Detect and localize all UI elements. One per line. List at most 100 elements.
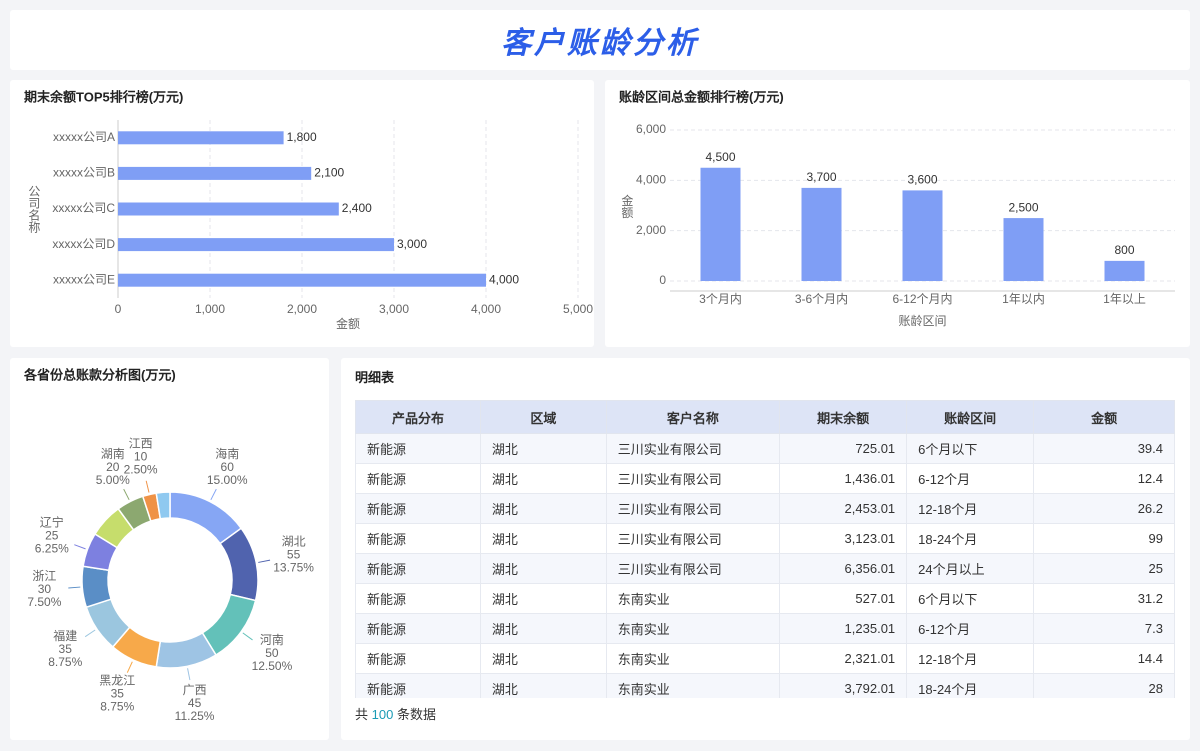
slice-percent: 12.50%: [252, 659, 293, 673]
slice-percent: 15.00%: [207, 473, 248, 487]
table-cell: 三川实业有限公司: [605, 523, 781, 554]
x-tick-label: 0: [115, 302, 122, 316]
table-cell: 18-24个月: [906, 523, 1035, 554]
table-row: 新能源 湖北 东南实业 1,235.01 6-12个月 7.3: [355, 613, 1175, 644]
leader-line: [242, 632, 253, 641]
x-axis-label: 金额: [336, 316, 360, 331]
value-label: 4,000: [489, 272, 519, 286]
table-cell: 湖北: [479, 433, 607, 464]
footer: 共 100 条数据: [355, 704, 436, 723]
slice-label: 海南: [215, 446, 239, 461]
table-cell: 39.4: [1033, 433, 1175, 464]
slice-value: 30: [38, 582, 52, 596]
slice-label: 河南: [260, 632, 284, 647]
table-row: 新能源 湖北 东南实业 3,792.01 18-24个月 28: [355, 673, 1175, 698]
table-cell: 12.4: [1033, 463, 1175, 494]
leader-line: [258, 559, 271, 563]
x-tick-label: 3-6个月内: [795, 292, 848, 306]
value-label: 2,500: [1008, 200, 1038, 214]
slice-percent: 11.25%: [175, 709, 215, 723]
table-cell: 三川实业有限公司: [605, 553, 781, 584]
slice-label: 湖南: [101, 446, 125, 461]
table-cell: 1,235.01: [779, 613, 908, 644]
table-cell: 湖北: [479, 493, 607, 524]
slice-value: 45: [188, 696, 202, 710]
table-cell: 725.01: [779, 433, 908, 464]
y-axis-label: 金额: [620, 193, 634, 219]
chart: 期末余额TOP5排行榜(万元) 0 1,000 2,000 3,000 4,000 5,00…: [24, 89, 593, 331]
footer-count: 100: [371, 707, 394, 722]
table-cell: 东南实业: [605, 613, 781, 644]
slice-label: 福建: [53, 628, 77, 643]
chart-title: 账龄区间总金额排行榜(万元): [619, 89, 784, 104]
chart-title: 各省份总账款分析图(万元): [23, 367, 176, 382]
leader-line: [126, 661, 133, 673]
y-tick-label: 0: [659, 273, 666, 287]
leader-line: [68, 586, 81, 589]
column-header: 客户名称: [605, 400, 781, 434]
bar: [700, 167, 741, 281]
column-header: 账龄区间: [906, 400, 1035, 434]
table-cell: 湖北: [479, 643, 607, 674]
slice-value: 35: [111, 687, 125, 701]
table-cell: 新能源: [355, 673, 481, 698]
slice-percent: 5.00%: [96, 473, 130, 487]
y-tick-label: xxxxx公司E: [53, 272, 115, 286]
table-row: 新能源 湖北 东南实业 527.01 6个月以下 31.2: [355, 583, 1175, 614]
panel: 期末余额TOP5排行榜(万元) 0 1,000 2,000 3,000 4,000 5,00…: [10, 80, 594, 347]
value-label: 3,000: [397, 237, 427, 251]
table-cell: 新能源: [355, 523, 481, 554]
slice-percent: 6.25%: [35, 542, 69, 556]
table-cell: 湖北: [479, 523, 607, 554]
slice-value: 50: [265, 646, 279, 660]
table-cell: 新能源: [355, 583, 481, 614]
table-cell: 31.2: [1033, 583, 1175, 614]
table-cell: 新能源: [355, 463, 481, 494]
table-row: 新能源 湖北 三川实业有限公司 3,123.01 18-24个月 99: [355, 523, 1175, 554]
table-cell: 三川实业有限公司: [605, 463, 781, 494]
table-cell: 3,792.01: [779, 673, 908, 698]
table-cell: 2,321.01: [779, 643, 908, 674]
table-cell: 99: [1033, 523, 1175, 554]
column-header: 期末余额: [779, 400, 908, 434]
y-tick-label: xxxxx公司C: [52, 201, 115, 215]
table-cell: 6-12个月: [906, 613, 1035, 644]
table-cell: 6个月以下: [906, 583, 1035, 614]
slice-percent: 8.75%: [100, 700, 134, 714]
table-cell: 25: [1033, 553, 1175, 584]
slice-label: 江西: [129, 437, 153, 451]
chart-title: 期末余额TOP5排行榜(万元): [24, 89, 183, 104]
table-cell: 三川实业有限公司: [605, 493, 781, 524]
table-title: 明细表: [355, 370, 395, 385]
slice-label: 辽宁: [40, 515, 64, 530]
panel: 账龄区间总金额排行榜(万元) 0 2,000 4,000 6,000 账龄区间 金额 3个月内…: [605, 80, 1190, 347]
bar: [118, 273, 486, 287]
bar: [118, 238, 394, 252]
column-header: 金额: [1033, 400, 1175, 434]
slice-percent: 8.75%: [48, 655, 82, 669]
value-label: 800: [1114, 243, 1134, 257]
y-tick-label: xxxxx公司B: [53, 166, 115, 180]
table-cell: 14.4: [1033, 643, 1175, 674]
y-tick-label: xxxxx公司D: [52, 237, 115, 251]
table-cell: 湖北: [479, 553, 607, 584]
table-cell: 新能源: [355, 553, 481, 584]
table-cell: 7.3: [1033, 613, 1175, 644]
column-header: 区域: [479, 400, 607, 434]
footer-prefix: 共: [355, 707, 369, 722]
table-cell: 新能源: [355, 643, 481, 674]
slice-label: 黑龙江: [99, 674, 135, 688]
table-cell: 527.01: [779, 583, 908, 614]
header-row: 产品分布 区域 客户名称 期末余额 账龄区间 金额: [355, 400, 1175, 434]
table-cell: 12-18个月: [906, 493, 1035, 524]
table-cell: 6-12个月: [906, 463, 1035, 494]
leader-line: [84, 629, 96, 638]
x-tick-label: 3,000: [379, 302, 409, 316]
table-cell: 三川实业有限公司: [605, 433, 781, 464]
slice-label: 浙江: [32, 569, 56, 583]
value-label: 3,700: [806, 170, 836, 184]
y-tick-label: 4,000: [636, 173, 666, 187]
value-label: 1,800: [287, 130, 317, 144]
bar: [1003, 218, 1044, 281]
